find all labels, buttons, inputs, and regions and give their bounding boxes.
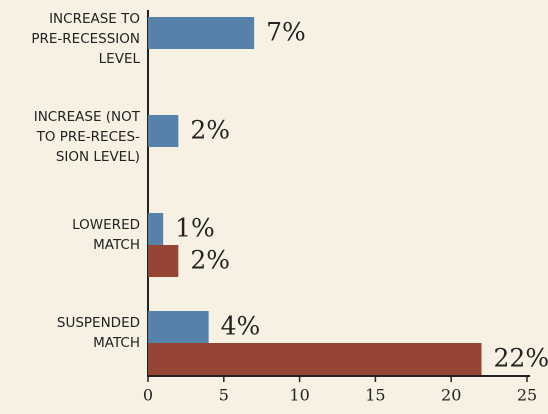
x-tick-label: 15 xyxy=(365,386,385,405)
category-label: LOWERED MATCH xyxy=(72,217,140,253)
x-tick-label: 25 xyxy=(517,386,537,405)
x-tick-label: 10 xyxy=(289,386,309,405)
bar xyxy=(148,115,179,147)
value-label: 2% xyxy=(190,246,230,275)
category-label: INCREASE TO PRE-RECESSION LEVEL xyxy=(31,11,140,67)
category-label: INCREASE (NOT TO PRE-RECES- SION LEVEL) xyxy=(33,109,140,165)
value-label: 4% xyxy=(221,312,261,341)
x-tick-label: 0 xyxy=(143,386,153,405)
bar xyxy=(148,213,164,245)
bar xyxy=(148,311,209,343)
bar xyxy=(148,245,179,277)
x-tick-label: 5 xyxy=(219,386,229,405)
value-label: 22% xyxy=(494,344,548,373)
value-label: 7% xyxy=(266,18,306,47)
value-label: 1% xyxy=(175,214,215,243)
bar xyxy=(148,17,255,49)
category-label: SUSPENDED MATCH xyxy=(56,315,140,351)
value-label: 2% xyxy=(190,116,230,145)
x-tick-label: 20 xyxy=(441,386,461,405)
bar xyxy=(148,343,482,375)
